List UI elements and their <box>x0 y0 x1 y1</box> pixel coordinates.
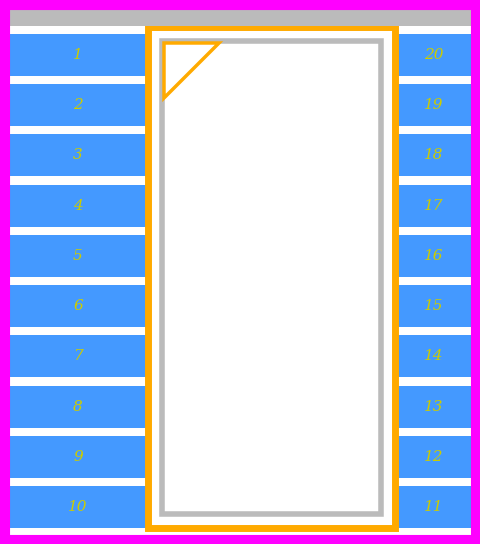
Text: 8: 8 <box>73 399 83 413</box>
Bar <box>8 386 148 428</box>
Text: 1: 1 <box>73 48 83 62</box>
Bar <box>8 486 148 528</box>
Bar <box>162 41 381 514</box>
Bar <box>395 84 472 126</box>
Bar <box>395 235 472 277</box>
Text: 13: 13 <box>424 399 443 413</box>
Bar <box>395 34 472 76</box>
Text: 18: 18 <box>424 149 443 163</box>
Text: 14: 14 <box>424 349 443 363</box>
Bar <box>8 34 148 76</box>
Text: 2: 2 <box>73 98 83 112</box>
Bar <box>8 184 148 227</box>
Bar <box>8 235 148 277</box>
Text: 16: 16 <box>424 249 443 263</box>
Bar <box>8 134 148 176</box>
Text: 10: 10 <box>68 500 88 514</box>
Text: 12: 12 <box>424 450 443 464</box>
Bar <box>8 436 148 478</box>
Text: 5: 5 <box>73 249 83 263</box>
Text: 9: 9 <box>73 450 83 464</box>
Bar <box>395 486 472 528</box>
Bar <box>8 335 148 378</box>
Text: 20: 20 <box>424 48 443 62</box>
Text: 11: 11 <box>424 500 443 514</box>
Bar <box>395 436 472 478</box>
Text: 19: 19 <box>424 98 443 112</box>
Text: 7: 7 <box>73 349 83 363</box>
Bar <box>395 285 472 327</box>
Bar <box>8 285 148 327</box>
Bar <box>8 8 472 26</box>
Text: 3: 3 <box>73 149 83 163</box>
Bar <box>395 335 472 378</box>
Text: 4: 4 <box>73 199 83 213</box>
Bar <box>395 134 472 176</box>
Bar <box>148 27 395 528</box>
Text: 15: 15 <box>424 299 443 313</box>
Text: 6: 6 <box>73 299 83 313</box>
Bar <box>395 386 472 428</box>
Bar <box>395 184 472 227</box>
Bar <box>8 84 148 126</box>
Text: 17: 17 <box>424 199 443 213</box>
